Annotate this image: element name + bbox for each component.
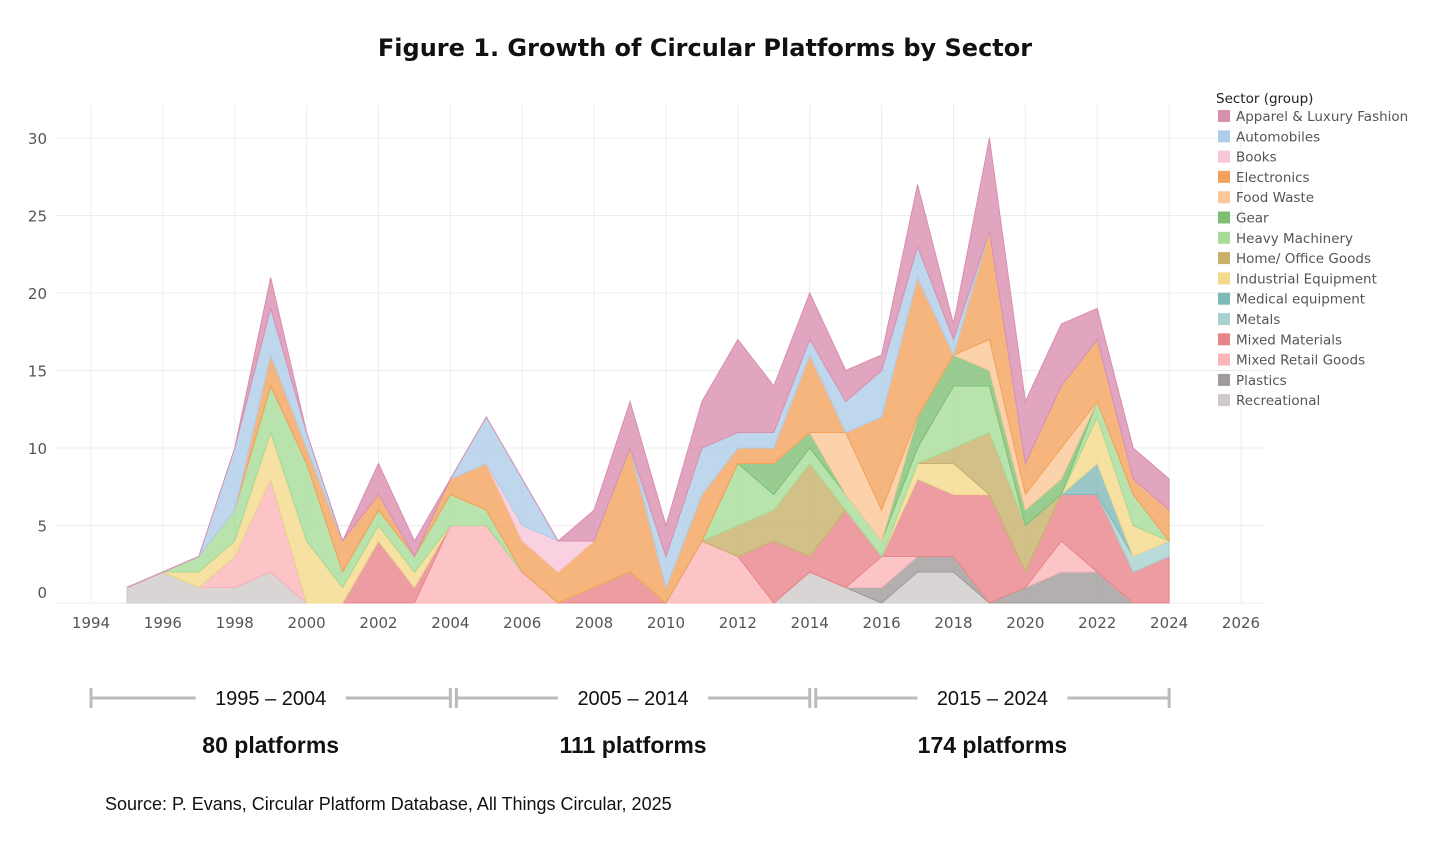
x-tick-label: 1998 bbox=[216, 614, 254, 632]
area-series bbox=[126, 137, 1171, 604]
area-apparel-luxury-fashion bbox=[126, 137, 1170, 588]
y-tick-label: 0 bbox=[37, 584, 47, 602]
legend-swatch bbox=[1218, 231, 1230, 244]
legend-item-label: Industrial Equipment bbox=[1236, 271, 1377, 287]
legend-item-label: Recreational bbox=[1236, 393, 1320, 409]
legend-item-label: Plastics bbox=[1236, 373, 1287, 389]
axes: 1994 1996 1998 2000 2002 2004 2006 2008 2010 2012… bbox=[28, 130, 1260, 632]
legend-swatch bbox=[1218, 211, 1230, 224]
legend-swatch bbox=[1218, 150, 1230, 163]
legend-swatch bbox=[1218, 313, 1230, 325]
legend-item-label: Mixed Retail Goods bbox=[1236, 353, 1365, 369]
legend-item-label: Mixed Materials bbox=[1236, 332, 1342, 348]
legend-swatch bbox=[1218, 170, 1230, 183]
legend-title: Sector (group) bbox=[1216, 91, 1313, 107]
y-tick-label: 5 bbox=[37, 518, 47, 536]
legend-swatch bbox=[1218, 373, 1230, 386]
x-tick-label: 2024 bbox=[1150, 614, 1188, 632]
x-tick-label: 1994 bbox=[72, 614, 110, 632]
period-count: 80 platforms bbox=[202, 732, 339, 758]
legend-item-label: Gear bbox=[1236, 211, 1269, 227]
period-label: 2015 – 2024 bbox=[937, 688, 1048, 710]
x-tick-label: 2002 bbox=[359, 614, 397, 632]
x-tick-label: 2022 bbox=[1078, 614, 1116, 632]
legend-item-label: Automobiles bbox=[1236, 129, 1320, 145]
x-tick-label: 2014 bbox=[791, 614, 829, 632]
legend-item-label: Home/ Office Goods bbox=[1236, 251, 1371, 267]
x-tick-label: 2020 bbox=[1006, 614, 1044, 632]
period-label: 2005 – 2014 bbox=[577, 688, 688, 710]
chart-title: Figure 1. Growth of Circular Platforms b… bbox=[378, 34, 1032, 62]
x-tick-label: 2004 bbox=[431, 614, 469, 632]
legend-item-label: Apparel & Luxury Fashion bbox=[1236, 109, 1408, 125]
legend-swatch bbox=[1218, 272, 1230, 285]
legend: Sector (group) Apparel & Luxury Fashion A… bbox=[1216, 91, 1408, 409]
legend-swatch bbox=[1218, 191, 1230, 204]
legend-swatch bbox=[1218, 394, 1230, 407]
x-tick-label: 2008 bbox=[575, 614, 613, 632]
x-tick-label: 2018 bbox=[934, 614, 972, 632]
x-tick-label: 2010 bbox=[647, 614, 685, 632]
x-tick-label: 2012 bbox=[719, 614, 757, 632]
legend-swatch bbox=[1218, 292, 1230, 305]
period-brackets: 1995 – 2004 80 platforms 2005 – 2014 111 pl… bbox=[89, 688, 1171, 758]
period-label: 1995 – 2004 bbox=[215, 688, 326, 710]
legend-item-label: Medical equipment bbox=[1236, 292, 1365, 308]
legend-swatch bbox=[1218, 252, 1230, 265]
y-tick-label: 30 bbox=[28, 130, 47, 148]
x-tick-label: 2026 bbox=[1222, 614, 1260, 632]
legend-item-label: Metals bbox=[1236, 312, 1280, 328]
x-tick-label: 2016 bbox=[863, 614, 901, 632]
legend-item-label: Heavy Machinery bbox=[1236, 231, 1353, 247]
y-tick-label: 20 bbox=[28, 285, 47, 303]
legend-item-label: Electronics bbox=[1236, 170, 1310, 186]
period-count: 174 platforms bbox=[918, 732, 1068, 758]
y-tick-label: 25 bbox=[28, 208, 47, 226]
source-note: Source: P. Evans, Circular Platform Data… bbox=[105, 794, 672, 814]
x-tick-label: 1996 bbox=[144, 614, 182, 632]
y-tick-label: 10 bbox=[28, 440, 47, 458]
x-tick-label: 2006 bbox=[503, 614, 541, 632]
period-count: 111 platforms bbox=[560, 732, 707, 758]
legend-item-label: Books bbox=[1236, 150, 1277, 166]
legend-item-label: Food Waste bbox=[1236, 190, 1314, 206]
y-tick-label: 15 bbox=[28, 363, 47, 381]
x-tick-label: 2000 bbox=[288, 614, 326, 632]
legend-swatch bbox=[1218, 130, 1230, 143]
legend-swatch bbox=[1218, 110, 1230, 122]
legend-swatch bbox=[1218, 353, 1230, 366]
legend-swatch bbox=[1218, 333, 1230, 346]
